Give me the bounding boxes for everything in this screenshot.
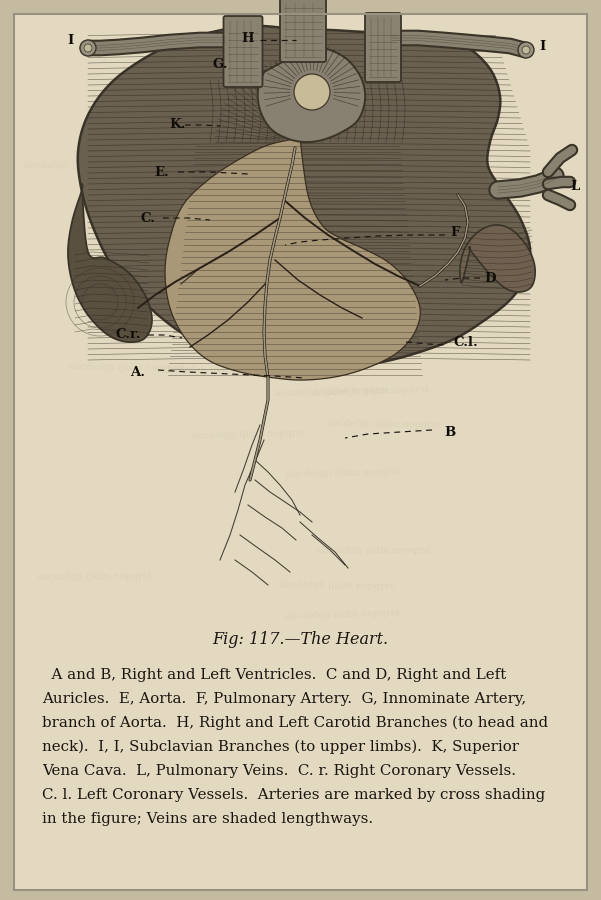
Text: abcdefgh ijklm nopqrst: abcdefgh ijklm nopqrst: [264, 138, 379, 148]
Text: Fig: 117.—The Heart.: Fig: 117.—The Heart.: [212, 632, 388, 649]
Circle shape: [84, 44, 92, 52]
Circle shape: [294, 74, 330, 110]
Circle shape: [80, 40, 96, 56]
Text: K.: K.: [170, 119, 186, 131]
Text: L: L: [570, 179, 579, 193]
Text: Vena Cava.  L, Pulmonary Veins.  C. r. Right Coronary Vessels.: Vena Cava. L, Pulmonary Veins. C. r. Rig…: [42, 764, 516, 778]
Text: abcdefgh ijklm nopqrst: abcdefgh ijklm nopqrst: [335, 260, 450, 272]
Text: C.: C.: [141, 212, 156, 224]
Text: abcdefgh ijklm nopqrst: abcdefgh ijklm nopqrst: [37, 572, 151, 581]
FancyBboxPatch shape: [280, 0, 326, 62]
FancyBboxPatch shape: [14, 14, 587, 890]
Circle shape: [518, 42, 534, 58]
Text: D: D: [484, 272, 496, 284]
Text: Auricles.  E, Aorta.  F, Pulmonary Artery.  G, Innominate Artery,: Auricles. E, Aorta. F, Pulmonary Artery.…: [42, 692, 526, 706]
Text: I: I: [67, 33, 73, 47]
Text: abcdefgh ijklm nopqrst: abcdefgh ijklm nopqrst: [314, 385, 429, 397]
Text: C.r.: C.r.: [115, 328, 141, 341]
Text: abcdefgh ijklm nopqrst: abcdefgh ijklm nopqrst: [310, 159, 424, 171]
Text: in the figure; Veins are shaded lengthways.: in the figure; Veins are shaded lengthwa…: [42, 812, 373, 826]
Text: abcdefgh ijklm nopqrst: abcdefgh ijklm nopqrst: [161, 365, 276, 377]
Polygon shape: [165, 133, 420, 380]
Text: B: B: [444, 426, 456, 438]
Text: abcdefgh ijklm nopqrst: abcdefgh ijklm nopqrst: [154, 39, 270, 51]
Text: abcdefgh ijklm nopqrst: abcdefgh ijklm nopqrst: [303, 42, 418, 53]
Text: C. l. Left Coronary Vessels.  Arteries are marked by cross shading: C. l. Left Coronary Vessels. Arteries ar…: [42, 788, 545, 802]
Polygon shape: [258, 48, 365, 142]
Polygon shape: [460, 225, 535, 292]
Text: A.: A.: [130, 365, 145, 379]
Text: abcdefgh ijklm nopqrst: abcdefgh ijklm nopqrst: [286, 467, 401, 479]
FancyBboxPatch shape: [365, 13, 401, 82]
Text: C.l.: C.l.: [454, 336, 478, 348]
Text: abcdefgh ijklm nopqrst: abcdefgh ijklm nopqrst: [285, 608, 400, 621]
Text: E.: E.: [154, 166, 169, 178]
Polygon shape: [78, 26, 530, 368]
Text: abcdefgh ijklm nopqrst: abcdefgh ijklm nopqrst: [316, 546, 430, 555]
Text: F: F: [450, 227, 460, 239]
Text: abcdefgh ijklm nopqrst: abcdefgh ijklm nopqrst: [69, 362, 185, 373]
Text: abcdefgh ijklm nopqrst: abcdefgh ijklm nopqrst: [106, 309, 221, 321]
Text: A and B, Right and Left Ventricles.  C and D, Right and Left: A and B, Right and Left Ventricles. C an…: [42, 668, 506, 682]
Text: H: H: [242, 32, 254, 44]
Text: abcdefgh ijklm nopqrst: abcdefgh ijklm nopqrst: [191, 428, 306, 441]
FancyBboxPatch shape: [224, 16, 263, 87]
Text: G.: G.: [212, 58, 228, 71]
Circle shape: [522, 46, 530, 54]
Text: abcdefgh ijklm nopqrst: abcdefgh ijklm nopqrst: [279, 580, 394, 591]
Text: abcdefgh ijklm nopqrst: abcdefgh ijklm nopqrst: [23, 160, 138, 170]
Text: abcdefgh ijklm nopqrst: abcdefgh ijklm nopqrst: [275, 386, 389, 398]
Text: I: I: [539, 40, 545, 52]
Polygon shape: [68, 184, 152, 342]
Text: abcdefgh ijklm nopqrst: abcdefgh ijklm nopqrst: [326, 419, 441, 430]
Text: neck).  I, I, Subclavian Branches (to upper limbs).  K, Superior: neck). I, I, Subclavian Branches (to upp…: [42, 740, 519, 754]
Text: branch of Aorta.  H, Right and Left Carotid Branches (to head and: branch of Aorta. H, Right and Left Carot…: [42, 716, 548, 731]
